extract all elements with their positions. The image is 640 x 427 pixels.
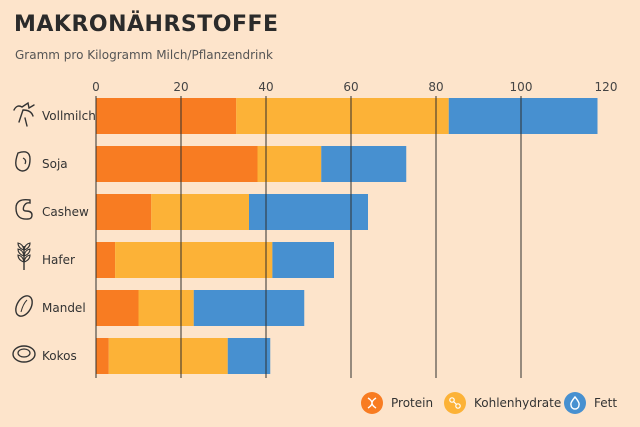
category-label-mandel: Mandel <box>42 301 86 315</box>
chart-subtitle: Gramm pro Kilogramm Milch/Pflanzendrink <box>15 48 273 62</box>
bar-mandel-kohlenhydrate <box>138 290 194 326</box>
legend-item-fett: Fett <box>564 392 617 414</box>
x-tick-label-20: 20 <box>173 80 188 94</box>
x-tick-label-120: 120 <box>595 80 618 94</box>
almond-icon <box>15 295 33 317</box>
category-label-hafer: Hafer <box>42 253 75 267</box>
x-tick-label-100: 100 <box>510 80 533 94</box>
bar-kokos-protein <box>96 338 109 374</box>
drop-icon <box>564 392 586 414</box>
chart-title: MAKRONÄHRSTOFFE <box>14 12 279 37</box>
category-labels: Vollmilch Soja Cashew Hafer Mandel Kokos <box>12 101 96 363</box>
soy-bean-icon <box>15 151 31 172</box>
legend-item-protein: Protein <box>361 392 433 414</box>
bar-mandel-protein <box>96 290 139 326</box>
x-tick-label-60: 60 <box>343 80 358 94</box>
bar-kokos-kohlenhydrate <box>108 338 228 374</box>
x-tick-labels: 0 20 40 60 80 100 120 <box>92 80 617 94</box>
legend-label-kohlenhydrate: Kohlenhydrate <box>474 396 561 410</box>
legend-label-fett: Fett <box>594 396 617 410</box>
category-label-kokos: Kokos <box>42 349 77 363</box>
bars-layer <box>96 98 598 374</box>
bar-vollmilch-protein <box>96 98 237 134</box>
bar-cashew-fett <box>249 194 368 230</box>
cow-icon <box>13 101 35 127</box>
category-label-soja: Soja <box>42 157 68 171</box>
bar-cashew-kohlenhydrate <box>151 194 249 230</box>
category-label-cashew: Cashew <box>42 205 89 219</box>
x-tick-label-0: 0 <box>92 80 100 94</box>
bar-mandel-fett <box>193 290 305 326</box>
legend: Protein Kohlenhydrate Fett <box>361 392 617 414</box>
bar-kokos-fett <box>227 338 271 374</box>
legend-item-kohlenhydrate: Kohlenhydrate <box>444 392 561 414</box>
oat-icon <box>17 242 31 270</box>
bar-hafer-protein <box>96 242 116 278</box>
cashew-icon <box>15 198 33 220</box>
coconut-icon <box>12 345 36 363</box>
bar-cashew-protein <box>96 194 152 230</box>
bar-soja-fett <box>321 146 407 182</box>
bar-hafer-kohlenhydrate <box>115 242 273 278</box>
bar-hafer-fett <box>272 242 334 278</box>
bar-soja-kohlenhydrate <box>257 146 322 182</box>
x-tick-label-40: 40 <box>258 80 273 94</box>
bar-soja-protein <box>96 146 258 182</box>
x-tick-label-80: 80 <box>428 80 443 94</box>
grid-layer <box>95 96 522 378</box>
legend-label-protein: Protein <box>391 396 433 410</box>
bar-vollmilch-fett <box>448 98 598 134</box>
bar-vollmilch-kohlenhydrate <box>236 98 449 134</box>
category-label-vollmilch: Vollmilch <box>42 109 96 123</box>
